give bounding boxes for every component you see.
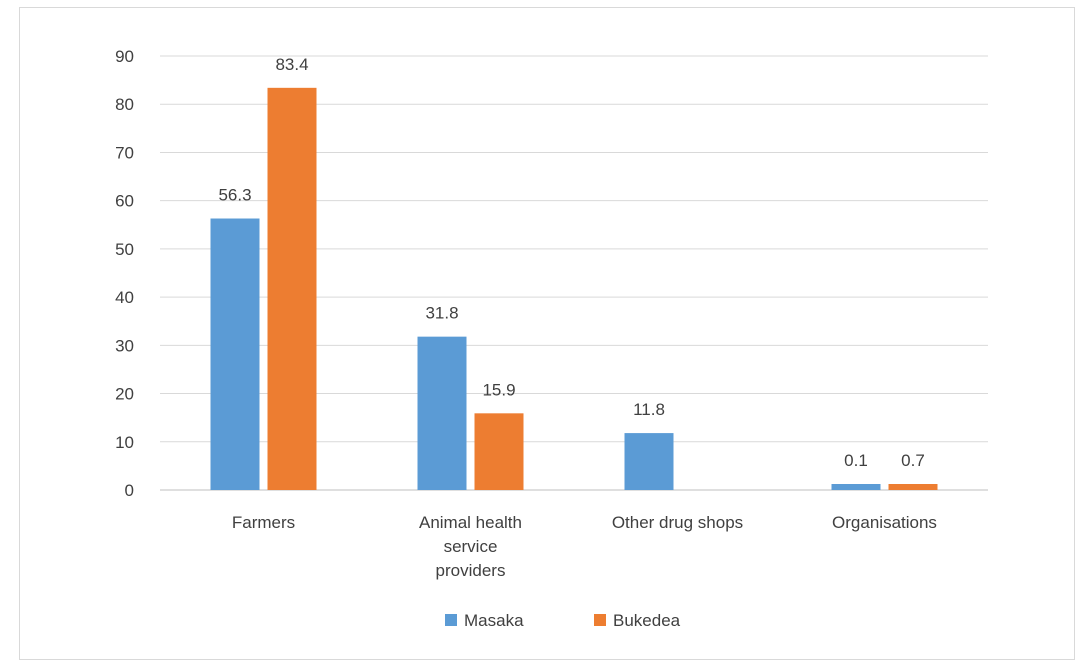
x-tick-label: Organisations bbox=[832, 513, 937, 532]
bar-masaka bbox=[210, 218, 260, 490]
bar-bukedea bbox=[267, 87, 317, 491]
y-tick-label: 0 bbox=[125, 481, 134, 500]
data-label: 31.8 bbox=[425, 304, 458, 323]
data-label: 15.9 bbox=[482, 380, 515, 399]
data-label: 83.4 bbox=[275, 55, 308, 74]
y-tick-label: 60 bbox=[115, 192, 134, 211]
x-tick-label: Other drug shops bbox=[612, 513, 743, 532]
data-label: 11.8 bbox=[633, 400, 665, 419]
legend-swatch-masaka bbox=[445, 614, 457, 626]
y-tick-label: 20 bbox=[115, 385, 134, 404]
y-tick-label: 40 bbox=[115, 288, 134, 307]
bar-masaka bbox=[831, 484, 881, 490]
y-tick-label: 80 bbox=[115, 95, 134, 114]
x-tick-label: Animal health service providers bbox=[419, 513, 522, 580]
data-label: 56.3 bbox=[218, 186, 251, 205]
legend-label: Bukedea bbox=[613, 611, 681, 630]
y-tick-label: 70 bbox=[115, 143, 134, 162]
x-tick-label: Farmers bbox=[232, 513, 295, 532]
bar-bukedea bbox=[474, 413, 524, 490]
legend-swatch-bukedea bbox=[594, 614, 606, 626]
chart-frame bbox=[19, 7, 1075, 660]
y-tick-label: 30 bbox=[115, 336, 134, 355]
bar-bukedea bbox=[888, 484, 938, 490]
y-tick-label: 10 bbox=[115, 433, 134, 452]
data-label: 0.7 bbox=[901, 451, 925, 470]
data-label: 0.1 bbox=[844, 451, 868, 470]
bar-masaka bbox=[624, 433, 674, 490]
legend-label: Masaka bbox=[464, 611, 524, 630]
y-tick-label: 90 bbox=[115, 47, 134, 66]
y-tick-label: 50 bbox=[115, 240, 134, 259]
bar-masaka bbox=[417, 336, 467, 490]
